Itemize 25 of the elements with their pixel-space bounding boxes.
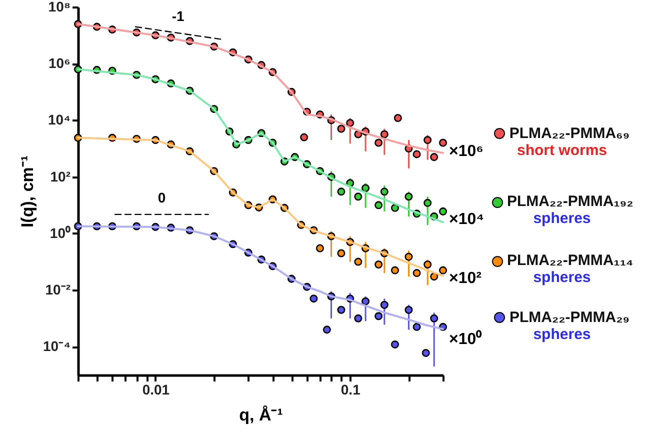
y-tick-label: 10⁴ [48, 112, 71, 128]
text: ×10⁴ [449, 211, 484, 230]
legend-label: PLMA₂₂-PMMA₁₉₂ [507, 193, 634, 210]
y-tick-label: 10⁸ [48, 0, 70, 14]
legend-label: PLMA₂₂-PMMA₂₉ [509, 308, 630, 326]
text: ×10⁶ [449, 142, 484, 161]
text: spheres [532, 269, 592, 286]
legend-label: PLMA₂₂-PMMA₆₉ [509, 124, 630, 142]
y-tick-label: 10² [50, 168, 71, 184]
y-tick-label: 10⁻² [45, 282, 71, 298]
x-axis-title: q, Å⁻¹ [239, 406, 284, 424]
y-tick-label: 10⁶ [48, 55, 70, 72]
y-tick-label: 10⁰ [50, 224, 70, 241]
text: spheres [532, 326, 592, 343]
text: short worms [516, 142, 608, 159]
series-label: -1 [172, 8, 184, 24]
y-tick-label: 10⁻⁴ [43, 338, 71, 354]
text: spheres [532, 210, 592, 228]
series-label: 0 [158, 189, 166, 206]
x-tick-label: 0.01 [142, 382, 170, 398]
legend-label: PLMA₂₂-PMMA₁₁₄ [507, 252, 634, 270]
text: ×10² [449, 270, 482, 288]
y-axis-title: I(q), cm⁻¹ [18, 155, 38, 228]
x-tick-label: 0.1 [340, 382, 361, 398]
text: ×10⁰ [449, 329, 482, 349]
